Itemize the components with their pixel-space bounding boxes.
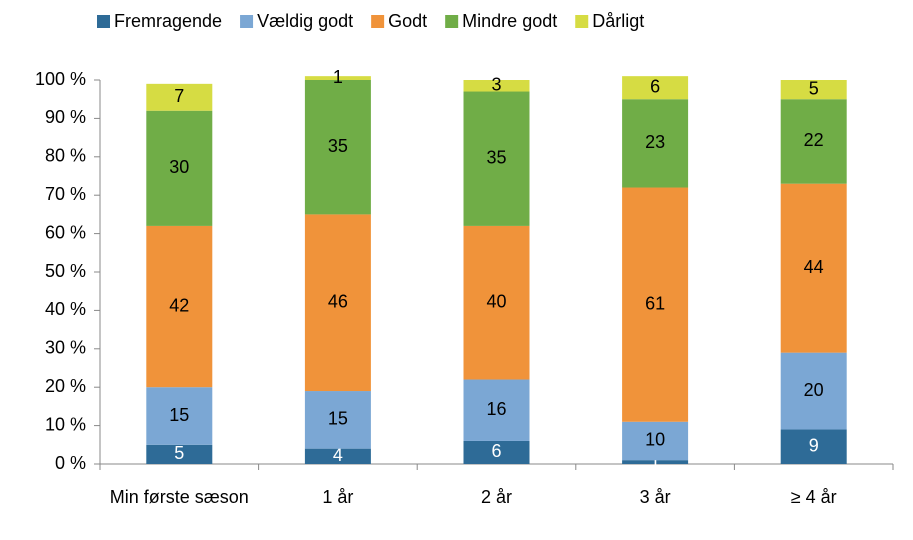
bar-segment [622, 460, 689, 464]
bar-segment [463, 80, 530, 92]
data-label: 20 [804, 380, 824, 400]
legend-label: Mindre godt [462, 11, 557, 31]
y-tick-label: 70 % [45, 184, 86, 204]
data-label: 16 [486, 399, 506, 419]
y-tick-label: 50 % [45, 261, 86, 281]
legend-label: Godt [388, 11, 427, 31]
bar-segment [146, 83, 213, 111]
legend-swatch [371, 15, 385, 28]
data-label: 22 [804, 130, 824, 150]
legend-swatch [575, 15, 589, 28]
bar-segment [146, 444, 213, 464]
data-label: 42 [169, 295, 189, 315]
y-tick-label: 0 % [55, 453, 86, 473]
data-label: 10 [645, 430, 665, 450]
data-label: 4 [333, 445, 343, 465]
legend-label: Vældig godt [257, 11, 353, 31]
data-label: 23 [645, 132, 665, 152]
bar-segment [304, 448, 371, 464]
y-tick-label: 100 % [35, 69, 86, 89]
legend-label: Dårligt [592, 11, 644, 31]
x-tick-label: Min første sæson [109, 487, 249, 507]
bar-segment [304, 214, 371, 392]
data-label: 9 [809, 435, 819, 455]
bar-segment [463, 225, 530, 380]
bar-segment [146, 110, 213, 226]
x-tick-label: 3 år [639, 487, 671, 507]
data-label: 5 [174, 443, 184, 463]
data-label: 46 [328, 291, 348, 311]
data-label: 5 [809, 78, 819, 98]
bar-segment [622, 76, 689, 100]
data-label: 7 [174, 86, 184, 106]
y-tick-label: 30 % [45, 338, 86, 358]
data-label: 6 [491, 441, 501, 461]
y-tick-label: 60 % [45, 222, 86, 242]
legend-swatch [445, 15, 459, 28]
data-label: 1 [333, 67, 343, 87]
legend-swatch [240, 15, 254, 28]
bar-segment [463, 91, 530, 226]
bar-segment [780, 80, 847, 100]
data-label: 30 [169, 157, 189, 177]
data-label: 61 [645, 293, 665, 313]
data-label: 44 [804, 257, 824, 277]
x-tick-label: ≥ 4 år [790, 487, 837, 507]
legend-label: Fremragende [114, 11, 222, 31]
data-label: 35 [486, 147, 506, 167]
bar-segment [780, 99, 847, 184]
bar-segment [780, 352, 847, 430]
data-label: 15 [169, 405, 189, 425]
data-label: 6 [650, 76, 660, 96]
data-label: 35 [328, 136, 348, 156]
data-label: 3 [491, 75, 501, 95]
y-tick-label: 80 % [45, 146, 86, 166]
bar-segment [146, 387, 213, 445]
data-label: 40 [486, 291, 506, 311]
y-tick-label: 40 % [45, 299, 86, 319]
bar-segment [780, 429, 847, 464]
data-label: 1 [650, 451, 660, 471]
bar-segment [622, 99, 689, 188]
x-tick-label: 2 år [480, 487, 513, 507]
data-label: 15 [328, 409, 348, 429]
bar-segment [304, 391, 371, 449]
legend-swatch [97, 15, 110, 28]
bar-segment [780, 183, 847, 353]
y-tick-label: 20 % [45, 376, 86, 396]
y-tick-label: 90 % [45, 107, 86, 127]
y-tick-label: 10 % [45, 414, 86, 434]
bar-segment [304, 80, 371, 215]
bar-segment [463, 440, 530, 464]
bar-segment [622, 187, 689, 422]
bar-segment [146, 225, 213, 388]
bar-segment [622, 421, 689, 461]
bar-segment [304, 76, 371, 80]
x-tick-label: 1 år [322, 487, 354, 507]
bar-segment [463, 379, 530, 441]
